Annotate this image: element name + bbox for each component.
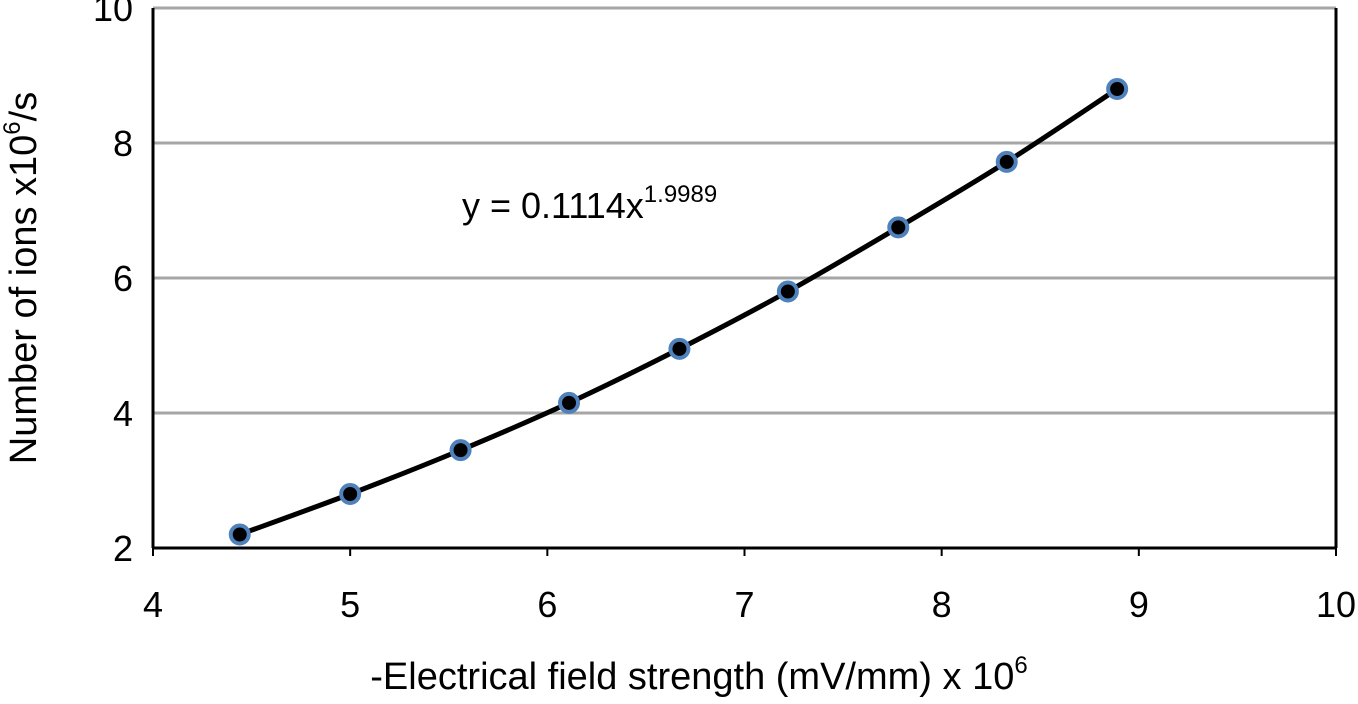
y-tick-label: 4 bbox=[113, 393, 133, 434]
x-tick-label: 5 bbox=[340, 584, 360, 625]
data-point bbox=[228, 523, 251, 546]
x-tick-label: 4 bbox=[143, 584, 163, 625]
x-axis-title: -Electrical field strength (mV/mm) x 106 bbox=[370, 652, 1027, 698]
data-point bbox=[558, 391, 581, 414]
y-tick-label: 2 bbox=[113, 528, 133, 569]
x-tick-label: 9 bbox=[1129, 584, 1149, 625]
data-point bbox=[339, 483, 362, 505]
data-point bbox=[449, 439, 472, 462]
x-tick-label: 8 bbox=[932, 584, 952, 625]
x-tick-label: 10 bbox=[1316, 584, 1356, 625]
data-points bbox=[228, 78, 1129, 546]
data-point bbox=[995, 150, 1018, 173]
x-tick-label: 6 bbox=[537, 584, 557, 625]
trendline bbox=[237, 86, 1120, 537]
y-tick-label: 8 bbox=[113, 123, 133, 164]
y-tick-labels: 2 4 6 8 10 bbox=[93, 0, 133, 569]
x-tick-labels: 4 5 6 7 8 9 10 bbox=[143, 548, 1356, 625]
data-point bbox=[1106, 78, 1129, 100]
y-tick-label: 10 bbox=[93, 0, 133, 29]
data-point bbox=[887, 216, 910, 239]
data-point bbox=[776, 280, 799, 303]
trendline-equation: y = 0.1114x1.9989 bbox=[462, 181, 717, 226]
x-tick-label: 7 bbox=[734, 584, 754, 625]
y-tick-label: 6 bbox=[113, 258, 133, 299]
data-point bbox=[668, 337, 691, 360]
grid-lines bbox=[153, 6, 1336, 415]
y-axis-title: Number of ions x106/s bbox=[0, 92, 45, 464]
